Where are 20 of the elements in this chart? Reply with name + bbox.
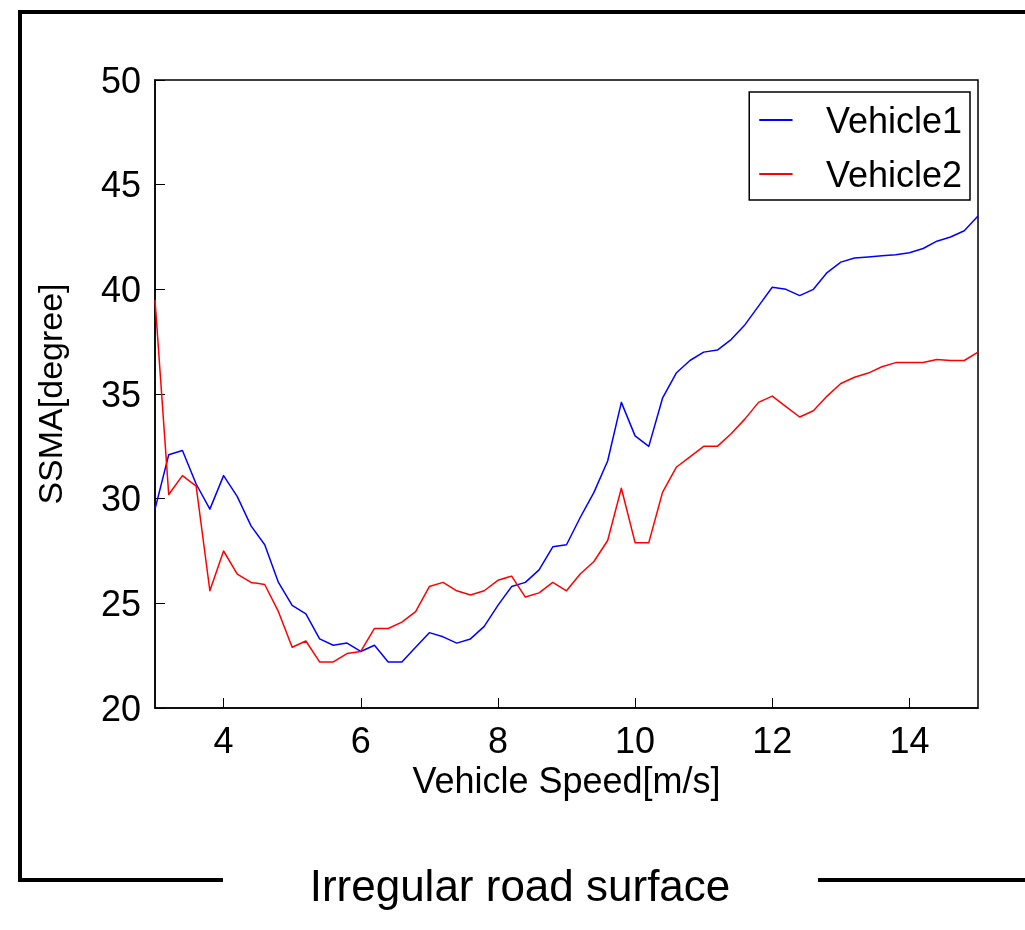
- x-tick-label: 4: [213, 719, 234, 761]
- y-axis-title: SSMA[degree]: [31, 283, 69, 505]
- y-tick-label: 35: [100, 373, 141, 415]
- x-axis-title: Vehicle Speed[m/s]: [412, 760, 721, 802]
- line-series: [154, 299, 979, 663]
- y-tick-label: 30: [100, 478, 141, 520]
- y-tick-label: 45: [100, 164, 141, 206]
- legend-label: Vehicle1: [825, 99, 962, 141]
- text: Irregular road surface: [308, 860, 732, 912]
- x-tick-label: 10: [615, 719, 656, 761]
- legend-label: Vehicle2: [825, 153, 962, 195]
- x-tick-label: 14: [889, 719, 930, 761]
- y-tick-label: 20: [100, 687, 141, 729]
- x-tick-label: 8: [487, 719, 508, 761]
- y-tick-label: 40: [100, 268, 141, 310]
- x-tick-label: 12: [752, 719, 793, 761]
- line-series: [154, 215, 979, 663]
- y-tick-label: 25: [100, 582, 141, 624]
- x-tick-label: 6: [350, 719, 371, 761]
- y-tick-label: 50: [100, 59, 141, 101]
